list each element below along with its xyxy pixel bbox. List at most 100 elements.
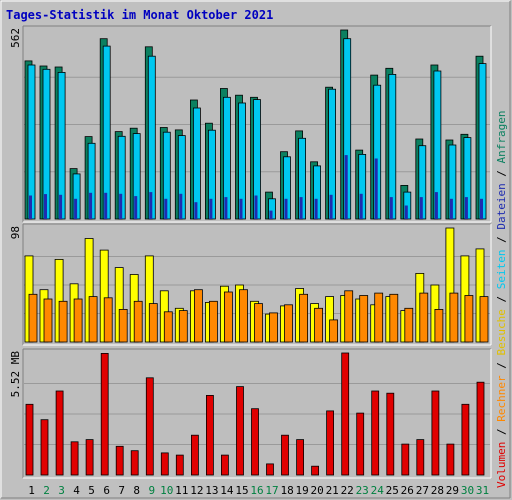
bar-seiten-day-28 (434, 192, 438, 219)
bar-volumen-day-8 (130, 450, 139, 476)
x-tick-label: 15 (235, 484, 248, 497)
bar-volumen-day-19 (296, 439, 305, 476)
bar-volumen-day-9 (145, 377, 154, 476)
x-tick-label: 28 (431, 484, 444, 497)
x-tick-label: 4 (73, 484, 80, 497)
bar-volumen-day-16 (251, 408, 259, 476)
bar-rechner-day-3 (58, 300, 68, 343)
legend-entry: Rechner (495, 375, 508, 422)
bar-volumen-day-22 (341, 352, 350, 476)
bar-rechner-day-16 (254, 303, 263, 343)
bar-volumen-day-12 (190, 434, 199, 476)
bar-volumen-day-1 (25, 403, 34, 476)
bar-volumen-day-27 (416, 439, 425, 476)
legend-entry: Dateien (495, 183, 508, 229)
bar-seiten-day-12 (194, 202, 198, 219)
x-tick-label: 12 (190, 484, 203, 497)
panel-bottom: 5.52 MB (9, 348, 492, 479)
x-tick-label: 22 (341, 484, 354, 497)
bar-rechner-day-9 (148, 303, 158, 343)
bar-volumen-day-13 (205, 394, 214, 476)
legend-entry: / (495, 289, 508, 309)
x-tick-label: 29 (446, 484, 459, 497)
x-tick-label: 20 (310, 484, 323, 497)
x-tick-label: 2 (43, 484, 50, 497)
bar-rechner-day-23 (359, 295, 369, 343)
bar-rechner-day-2 (43, 298, 53, 343)
x-tick-label: 31 (476, 484, 489, 497)
bar-volumen-day-14 (220, 454, 229, 476)
bar-dateien-day-31 (478, 63, 487, 220)
bar-seiten-day-26 (404, 205, 408, 219)
bar-rechner-day-29 (449, 292, 459, 343)
x-tick-label: 19 (295, 484, 308, 497)
x-tick-label: 27 (416, 484, 429, 497)
x-tick-label: 8 (133, 484, 140, 497)
x-tick-label: 6 (103, 484, 110, 497)
x-tick-label: 23 (356, 484, 369, 497)
bar-volumen-day-28 (431, 390, 440, 476)
bar-seiten-day-1 (29, 195, 32, 219)
bar-volumen-day-6 (100, 352, 109, 476)
bar-rechner-day-15 (239, 289, 248, 343)
x-tick-label: 3 (58, 484, 65, 497)
x-tick-label: 14 (220, 484, 234, 497)
bar-volumen-day-4 (70, 441, 79, 476)
bar-rechner-day-30 (464, 295, 474, 343)
bar-seiten-day-16 (254, 195, 258, 219)
bar-rechner-day-20 (314, 307, 324, 343)
bar-rechner-day-22 (344, 290, 354, 343)
x-tick-label: 25 (386, 484, 399, 497)
bar-rechner-day-18 (284, 304, 293, 343)
x-tick-label: 13 (205, 484, 218, 497)
bar-volumen-day-11 (175, 454, 184, 476)
bar-rechner-day-14 (223, 291, 233, 343)
bar-volumen-day-21 (326, 410, 335, 476)
bar-volumen-day-30 (461, 403, 470, 476)
bar-seiten-day-5 (89, 192, 93, 219)
bar-seiten-day-24 (374, 158, 378, 219)
bar-seiten-day-25 (389, 197, 393, 219)
bar-seiten-day-22 (344, 155, 348, 219)
bar-seiten-day-2 (44, 194, 47, 219)
bar-volumen-day-3 (55, 390, 64, 476)
legend-entry: / (495, 422, 508, 442)
bar-rechner-day-5 (88, 296, 98, 343)
x-tick-label: 30 (461, 484, 474, 497)
bar-rechner-day-6 (103, 297, 113, 343)
bar-volumen-day-26 (401, 443, 410, 476)
bar-rechner-day-26 (404, 307, 414, 343)
x-tick-label: 9 (148, 484, 155, 497)
bar-seiten-day-31 (480, 198, 483, 219)
x-tick-label: 11 (175, 484, 188, 497)
bar-seiten-day-9 (149, 192, 153, 219)
x-tick-label: 21 (326, 484, 339, 497)
bar-seiten-day-13 (209, 198, 213, 219)
x-tick-label: 18 (280, 484, 293, 497)
bar-seiten-day-8 (134, 196, 138, 219)
bar-rechner-day-21 (329, 319, 339, 343)
bar-volumen-day-7 (115, 445, 124, 476)
bar-rechner-day-4 (73, 298, 83, 343)
bar-seiten-day-20 (314, 198, 318, 219)
bar-seiten-day-30 (464, 197, 468, 219)
x-tick-label: 5 (88, 484, 95, 497)
bar-rechner-day-1 (28, 293, 38, 343)
x-tick-label: 10 (160, 484, 173, 497)
bar-rechner-day-7 (118, 308, 128, 343)
bar-seiten-day-6 (104, 192, 108, 219)
x-tick-label: 16 (250, 484, 263, 497)
bar-volumen-day-18 (281, 434, 289, 476)
x-tick-label: 17 (265, 484, 278, 497)
bar-seiten-day-18 (284, 198, 288, 219)
bar-volumen-day-15 (236, 386, 244, 476)
bar-seiten-day-14 (224, 197, 228, 219)
legend-entry: / (495, 356, 508, 376)
panel-top-ymax-label: 562 (9, 28, 22, 48)
bar-volumen-day-25 (386, 392, 395, 476)
bar-volumen-day-17 (266, 463, 274, 476)
x-axis-ticks: 1 2 3 4 5 6 7 8 9 10 11 12 13 14 15 16 17 18 19 20 21 22 23 24 2… (28, 484, 489, 497)
bar-seiten-day-11 (179, 193, 183, 219)
legend-entry: / (495, 163, 508, 183)
bar-volumen-day-31 (476, 381, 485, 476)
